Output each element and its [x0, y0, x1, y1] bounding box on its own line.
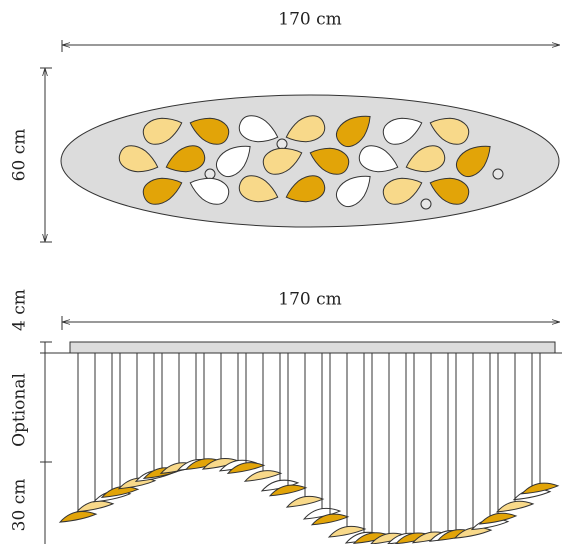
- pendant-petal: [117, 477, 157, 490]
- petal: [189, 177, 230, 205]
- pendant-petal: [260, 479, 300, 492]
- pendant-petal: [520, 482, 560, 495]
- petal: [285, 115, 326, 143]
- petal: [238, 115, 279, 143]
- petal: [189, 117, 230, 145]
- pendant-petal: [100, 486, 140, 498]
- pendant-petal: [268, 484, 308, 497]
- pendant-petal: [243, 470, 283, 482]
- petal: [335, 175, 371, 208]
- petal: [285, 175, 326, 203]
- pendant-petal: [75, 500, 115, 513]
- depth-label: 60 cm: [10, 129, 30, 182]
- side-width-label: 170 cm: [278, 290, 342, 310]
- side-pendants: [58, 353, 560, 544]
- mount-dot: [204, 168, 216, 180]
- petal: [382, 177, 423, 205]
- petal: [142, 117, 183, 145]
- petal: [262, 147, 303, 175]
- pendant-petal: [453, 526, 493, 539]
- width-label: 170 cm: [278, 10, 342, 30]
- petal: [429, 117, 470, 145]
- pendant-petal: [285, 495, 325, 508]
- pendant-petal: [478, 512, 518, 525]
- petal: [382, 117, 423, 145]
- pendant-petal: [495, 500, 535, 513]
- canopy-label: 4 cm: [10, 289, 30, 331]
- mount-dot: [492, 168, 504, 180]
- petal: [118, 145, 159, 173]
- cable-label: Optional: [10, 373, 30, 447]
- pendant-petal: [58, 511, 98, 523]
- petal: [142, 177, 183, 205]
- petal: [358, 145, 399, 173]
- petal: [455, 145, 491, 178]
- drop-label: 30 cm: [10, 479, 30, 532]
- petal: [309, 147, 350, 175]
- petal: [335, 115, 371, 148]
- petal: [215, 145, 251, 178]
- top-petals: [118, 115, 504, 210]
- pendant-petal: [226, 462, 266, 474]
- canopy-side: [69, 341, 556, 354]
- petal: [238, 175, 279, 203]
- pendant-petal: [327, 525, 367, 538]
- mount-dot: [276, 138, 288, 150]
- pendant-petal: [310, 513, 350, 526]
- pendant-petal: [302, 507, 342, 520]
- mount-dot: [420, 198, 432, 210]
- petal: [405, 145, 446, 173]
- petal: [429, 177, 470, 205]
- petal: [165, 145, 206, 173]
